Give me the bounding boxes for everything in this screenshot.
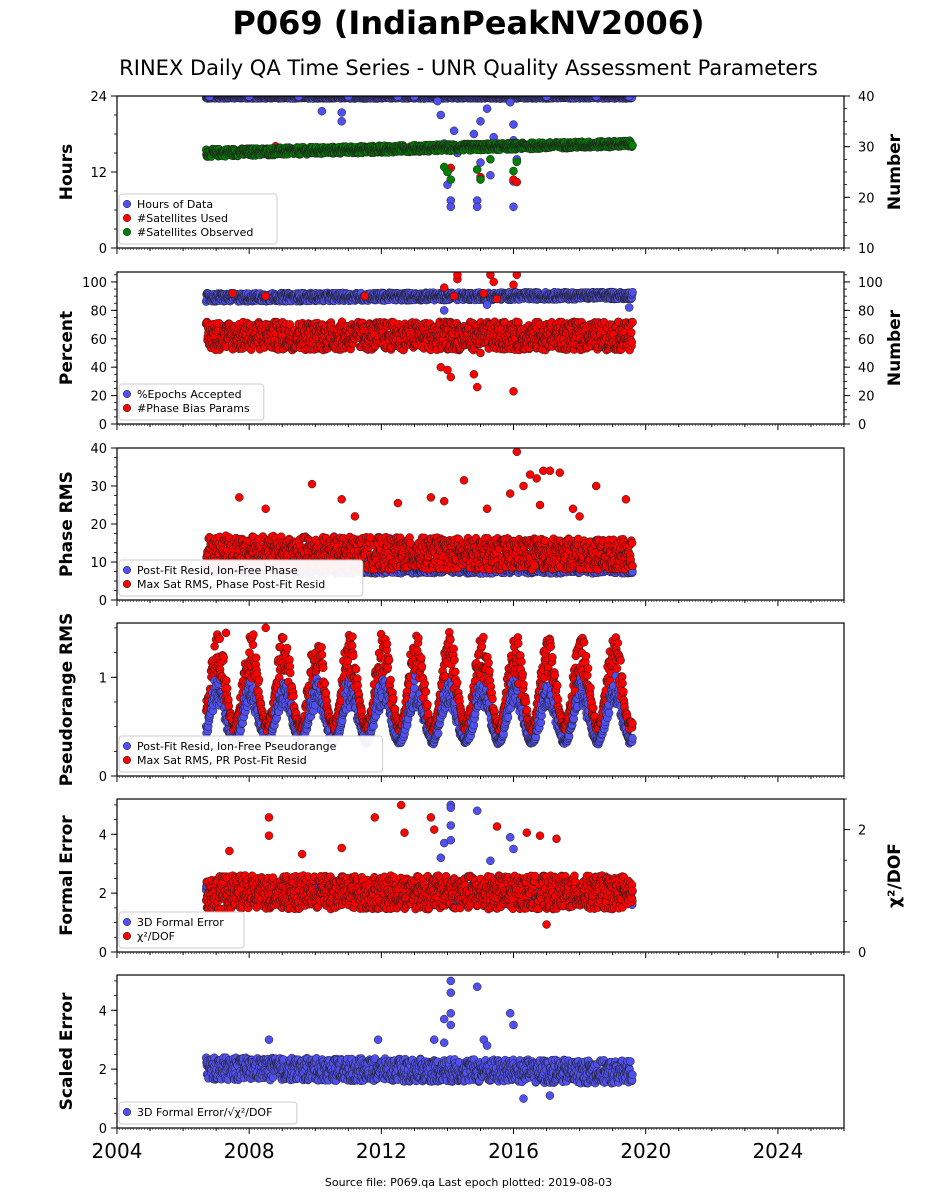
y-tick-label: 12	[90, 166, 107, 181]
point-percent-red	[439, 283, 449, 292]
point-hours-green	[443, 167, 452, 177]
legend-marker	[122, 389, 132, 399]
y-tick-label: 0	[99, 418, 107, 433]
point-hours-blue	[337, 108, 346, 117]
point-percent-red	[476, 348, 485, 358]
y-tick-label: 0	[99, 242, 107, 257]
legend-entry: #Phase Bias Params	[137, 402, 250, 415]
point-hours-blue	[476, 158, 485, 167]
point-percent-red	[446, 372, 456, 382]
point-percent-red	[228, 289, 237, 298]
point-hours-blue	[509, 120, 518, 129]
point-hours-green	[628, 141, 637, 150]
y2-tick-label: 60	[858, 333, 875, 348]
point-hours-blue	[486, 170, 495, 180]
points-hours	[201, 96, 637, 212]
point-hours-blue	[433, 96, 442, 106]
panel-percent: 0 20 40 60 80 100 Percent 0 20 40 60 80 100 Number %Ep…	[57, 271, 905, 433]
point-hours-green	[476, 175, 485, 184]
point-percent-red	[479, 289, 489, 298]
point-percent-red	[627, 338, 637, 347]
point-percent-red	[509, 280, 518, 290]
points-percent	[201, 272, 637, 396]
point-hours-blue	[446, 202, 456, 212]
legend-marker	[122, 213, 132, 223]
point-hours-green	[486, 155, 495, 164]
point-hours-blue	[482, 104, 492, 113]
legend-entry: %Epochs Accepted	[137, 388, 242, 401]
legend-entry: Hours of Data	[137, 198, 213, 211]
point-hours-green	[509, 166, 518, 176]
y2-axis-label: Number	[885, 133, 905, 210]
point-percent-red	[469, 370, 479, 379]
y-tick-label: 60	[90, 333, 107, 348]
y-tick-label: 20	[90, 390, 107, 405]
point-hours-blue	[472, 202, 482, 212]
point-hours-blue	[469, 129, 479, 139]
point-percent-red	[360, 291, 370, 301]
point-percent-red	[492, 294, 502, 304]
y-tick-label: 40	[90, 361, 107, 376]
point-hours-green	[446, 175, 456, 184]
legend-entry: #Satellites Used	[137, 212, 228, 225]
point-percent-red	[472, 382, 482, 392]
legend-entry: #Satellites Observed	[137, 226, 253, 239]
legend-hours: Hours of Data#Satellites Used#Satellites…	[118, 193, 278, 245]
y2-tick-label: 20	[858, 191, 875, 206]
y2-tick-label: 20	[858, 390, 875, 405]
point-hours-blue	[436, 110, 446, 120]
chart-title: P069 (IndianPeakNV2006)	[232, 4, 705, 42]
y-tick-label: 80	[90, 304, 107, 319]
point-percent-blue	[439, 306, 449, 315]
point-hours-green	[512, 157, 522, 167]
y2-tick-label: 30	[858, 141, 875, 156]
point-hours-blue	[509, 202, 518, 212]
y2-tick-label: 40	[858, 361, 875, 376]
legend-marker	[122, 199, 132, 209]
point-percent-red	[449, 291, 459, 301]
y2-axis-label: Number	[885, 309, 905, 386]
y2-tick-label: 80	[858, 304, 875, 319]
y2-tick-label: 0	[858, 418, 866, 433]
y-tick-label: 24	[90, 90, 107, 105]
point-hours-blue	[337, 117, 346, 126]
chart-subtitle: RINEX Daily QA Time Series - UNR Quality…	[119, 56, 818, 80]
point-hours-blue	[449, 126, 459, 136]
point-percent-blue	[624, 303, 634, 312]
point-percent-red	[261, 291, 270, 301]
y2-tick-label: 100	[858, 276, 883, 291]
point-hours-blue	[505, 98, 515, 107]
y2-tick-label: 10	[858, 242, 875, 257]
legend-marker	[122, 227, 132, 237]
point-hours-red	[512, 177, 522, 187]
point-percent-blue	[482, 300, 492, 309]
y2-tick-label: 40	[858, 90, 875, 105]
points-phase	[201, 448, 637, 578]
point-hours-blue	[476, 117, 485, 126]
point-percent-red	[627, 328, 636, 337]
point-hours-blue	[317, 106, 327, 116]
legend-percent: %Epochs Accepted#Phase Bias Params	[118, 383, 265, 421]
y-axis-label: Hours	[57, 144, 77, 201]
point-percent-red	[628, 318, 637, 327]
point-percent-blue	[628, 287, 637, 297]
point-percent-red	[509, 387, 518, 396]
legend-marker	[122, 403, 132, 413]
point-hours-green	[472, 165, 482, 174]
y-axis-label: Percent	[57, 311, 77, 385]
point-percent-red	[443, 365, 452, 375]
y-tick-label: 100	[82, 276, 107, 291]
point-percent-red	[489, 277, 498, 287]
